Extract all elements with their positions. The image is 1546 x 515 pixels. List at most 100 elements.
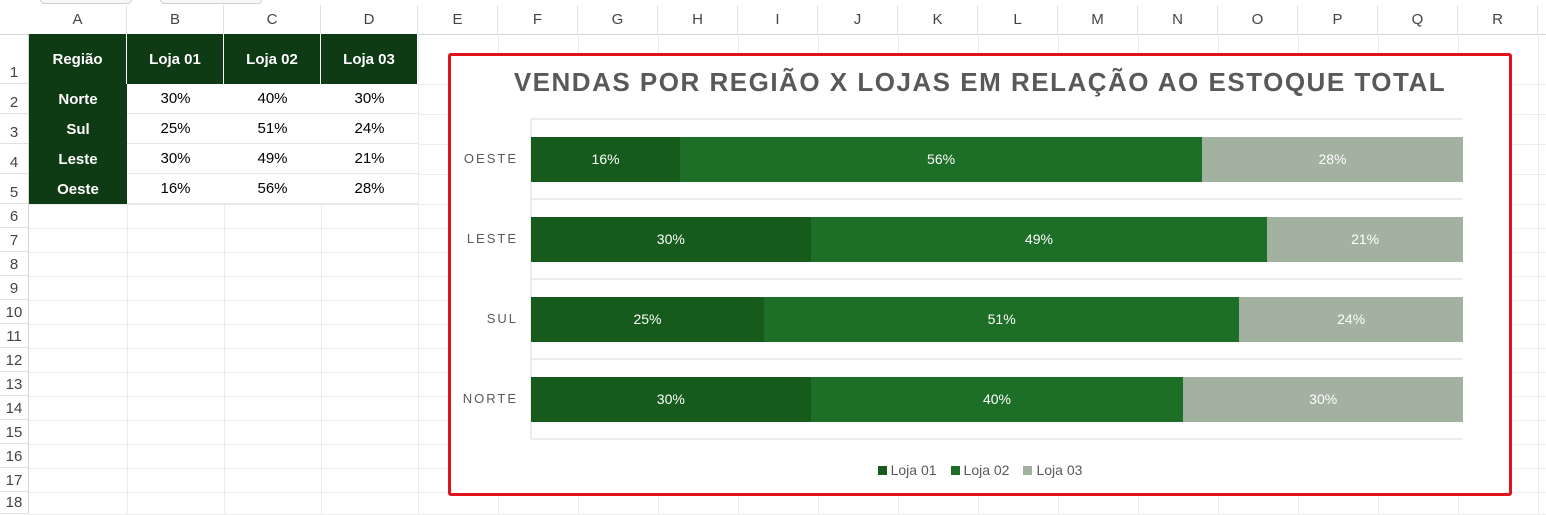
column-header-o[interactable]: O [1218,5,1298,34]
tab-fragment [40,0,132,4]
row-header-7[interactable]: 7 [0,228,29,252]
column-header-g[interactable]: G [578,5,658,34]
chart-bar-segment[interactable]: 49% [810,216,1268,262]
chart-title: VENDAS POR REGIÃO X LOJAS EM RELAÇÃO AO … [513,67,1447,97]
table-value-cell[interactable]: 24% [321,114,418,144]
table-row-label[interactable]: Norte [29,84,127,114]
row-header-18[interactable]: 18 [0,492,29,514]
chart-bar-segment[interactable]: 24% [1239,296,1463,342]
row-header-11[interactable]: 11 [0,324,29,348]
table-row-label[interactable]: Sul [29,114,127,144]
grid-line-v [1538,34,1539,514]
chart-category-label: NORTE [462,391,518,406]
column-header-i[interactable]: I [738,5,818,34]
grid-line-v [127,34,128,514]
table-value-cell[interactable]: 16% [127,174,224,204]
row-header-15[interactable]: 15 [0,420,29,444]
chart-bar-segment[interactable]: 21% [1267,216,1463,262]
table-value-cell[interactable]: 30% [127,84,224,114]
tab-fragment [160,0,262,4]
column-header-m[interactable]: M [1058,5,1138,34]
column-header-a[interactable]: A [29,5,127,34]
chart-bar-segment[interactable]: 25% [531,296,764,342]
table-header-cell[interactable]: Loja 01 [127,34,224,84]
column-header-b[interactable]: B [127,5,224,34]
row-header-9[interactable]: 9 [0,276,29,300]
chart-data-label: 30% [656,391,685,407]
table-value-cell[interactable]: 56% [224,174,321,204]
table-value-cell[interactable]: 30% [321,84,418,114]
row-header-12[interactable]: 12 [0,348,29,372]
row-header-8[interactable]: 8 [0,252,29,276]
table-row-label[interactable]: Oeste [29,174,127,204]
chart-data-label: 30% [656,231,685,247]
row-header-3[interactable]: 3 [0,114,29,144]
chart-data-label: 49% [1024,231,1053,247]
chart-data-label: 51% [987,311,1016,327]
chart-bar-segment[interactable]: 28% [1202,136,1463,182]
row-header-4[interactable]: 4 [0,144,29,174]
chart-data-label: 30% [1309,391,1338,407]
chart-bar-segment[interactable]: 30% [531,376,811,422]
chart-bar-segment[interactable]: 51% [764,296,1240,342]
table-header-cell[interactable]: Região [29,34,127,84]
chart-data-label: 25% [633,311,662,327]
chart-legend: Loja 01 Loja 02 Loja 03 [448,462,1512,478]
column-header-e[interactable]: E [418,5,498,34]
column-header-h[interactable]: H [658,5,738,34]
column-header-r[interactable]: R [1458,5,1538,34]
table-value-cell[interactable]: 30% [127,144,224,174]
chart-data-label: 24% [1337,311,1366,327]
grid-line-v [418,34,419,514]
legend-item[interactable]: Loja 03 [1023,462,1082,478]
row-header-2[interactable]: 2 [0,84,29,114]
legend-label: Loja 03 [1036,462,1083,478]
chart-data-label: 40% [982,391,1011,407]
grid-line-v [224,34,225,514]
table-value-cell[interactable]: 21% [321,144,418,174]
chart-bar-segment[interactable]: 56% [680,136,1203,182]
chart-frame[interactable] [448,53,1512,496]
legend-swatch [1023,465,1033,475]
grid-line-v [321,34,322,514]
column-header-d[interactable]: D [321,5,418,34]
chart-data-label: 56% [927,151,956,167]
table-row-label[interactable]: Leste [29,144,127,174]
legend-item[interactable]: Loja 01 [877,462,937,478]
table-value-cell[interactable]: 40% [224,84,321,114]
table-value-cell[interactable]: 28% [321,174,418,204]
column-header-c[interactable]: C [224,5,321,34]
row-header-6[interactable]: 6 [0,204,29,228]
row-header-5[interactable]: 5 [0,174,29,204]
row-header-14[interactable]: 14 [0,396,29,420]
chart-category-label: SUL [486,311,518,326]
column-header-q[interactable]: Q [1378,5,1458,34]
row-header-1[interactable]: 1 [0,34,29,84]
chart-bar-segment[interactable]: 30% [1183,376,1463,422]
chart-bar-segment[interactable]: 16% [531,136,681,182]
row-header-10[interactable]: 10 [0,300,29,324]
legend-label: Loja 01 [890,462,937,478]
chart-data-label: 21% [1351,231,1380,247]
row-header-17[interactable]: 17 [0,468,29,492]
legend-item[interactable]: Loja 02 [950,462,1009,478]
row-header-13[interactable]: 13 [0,372,29,396]
table-value-cell[interactable]: 25% [127,114,224,144]
column-header-k[interactable]: K [898,5,978,34]
table-header-cell[interactable]: Loja 03 [321,34,418,84]
table-value-cell[interactable]: 51% [224,114,321,144]
row-header-16[interactable]: 16 [0,444,29,468]
chart-bar-segment[interactable]: 40% [810,376,1184,422]
chart-data-label: 28% [1318,151,1347,167]
table-header-cell[interactable]: Loja 02 [224,34,321,84]
legend-swatch [950,465,960,475]
column-header-j[interactable]: J [818,5,898,34]
column-header-p[interactable]: P [1298,5,1378,34]
table-value-cell[interactable]: 49% [224,144,321,174]
column-header-l[interactable]: L [978,5,1058,34]
chart-bar-segment[interactable]: 30% [531,216,811,262]
chart-category-label: OESTE [463,151,518,166]
column-header-f[interactable]: F [498,5,578,34]
column-header-n[interactable]: N [1138,5,1218,34]
